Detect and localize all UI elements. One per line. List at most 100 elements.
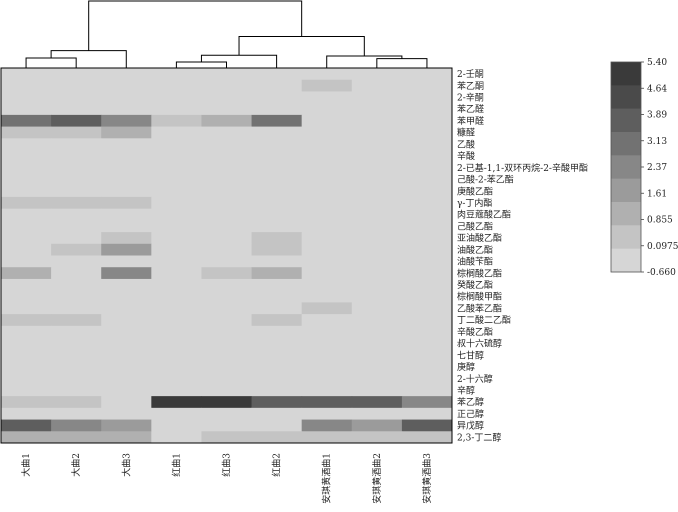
heatmap-cell [401, 126, 453, 139]
heatmap-cell [1, 302, 52, 315]
row-label: 七甘醇 [457, 349, 484, 361]
heatmap-cell [201, 349, 252, 362]
heatmap-cell [1, 419, 52, 432]
heatmap-cell [251, 396, 303, 409]
heatmap-cell [251, 138, 303, 151]
heatmap-cell [101, 372, 152, 385]
heatmap-cell [251, 208, 303, 221]
heatmap-cell [351, 185, 403, 198]
heatmap-cell [51, 103, 102, 116]
heatmap-cell [51, 431, 102, 444]
heatmap-cell [151, 103, 202, 116]
heatmap-cell [301, 185, 353, 198]
column-dendrogram [25, 0, 428, 68]
heatmap-cell [351, 208, 403, 221]
heatmap-cell [351, 114, 403, 127]
dendrogram-link [326, 55, 403, 68]
heatmap-cell [251, 384, 303, 397]
heatmap-cell [51, 349, 102, 362]
heatmap-cell [301, 255, 353, 268]
heatmap-cell [401, 396, 453, 409]
heatmap-cell [351, 407, 403, 420]
row-label: 叔十六硫醇 [457, 338, 502, 350]
heatmap-cell [101, 126, 152, 139]
column-label: 大曲3 [120, 453, 132, 477]
heatmap-cell [201, 208, 252, 221]
heatmap-cell [301, 278, 353, 292]
heatmap-cell [51, 360, 102, 374]
heatmap-cell [1, 208, 52, 221]
heatmap-cell [101, 290, 152, 303]
colorbar-swatch [611, 225, 641, 249]
heatmap-cell [351, 372, 403, 385]
heatmap-cell [401, 360, 453, 374]
heatmap-cell [251, 243, 303, 256]
heatmap-cell [401, 325, 453, 338]
heatmap-cell [351, 150, 403, 163]
heatmap-cell [151, 185, 202, 198]
heatmap-cell [51, 173, 102, 186]
heatmap-cell [1, 196, 52, 210]
heatmap-cell [151, 243, 202, 256]
colorbar-swatch [611, 108, 641, 133]
heatmap-cell [301, 396, 353, 409]
heatmap-cell [301, 173, 353, 186]
column-label: 红曲3 [221, 453, 233, 477]
heatmap-cell [401, 232, 453, 245]
heatmap-cell [401, 91, 453, 104]
heatmap-cell [1, 161, 52, 174]
row-label: 棕榈酸乙酯 [457, 267, 502, 279]
heatmap-cell [351, 126, 403, 139]
heatmap-cell [51, 407, 102, 420]
row-label: 辛醇 [457, 384, 475, 396]
heatmap-cell [101, 220, 152, 233]
colorbar-tick-label: 4.64 [647, 84, 667, 94]
heatmap-cell [1, 91, 52, 104]
heatmap-cell [51, 161, 102, 174]
heatmap-cell [301, 68, 353, 81]
heatmap-cell [51, 267, 102, 280]
heatmap-cell [401, 220, 453, 233]
heatmap-cell [351, 360, 403, 374]
heatmap-cell [101, 384, 152, 397]
heatmap-cell [1, 255, 52, 268]
row-label: 苯乙醛 [457, 103, 484, 115]
row-label: 肉豆蔻酸乙酯 [457, 209, 511, 221]
column-label: 红曲1 [170, 453, 182, 477]
heatmap-cell [151, 384, 202, 397]
heatmap-cell [351, 232, 403, 245]
heatmap-cell [401, 384, 453, 397]
heatmap-cell [301, 384, 353, 397]
colorbar-swatch [611, 178, 641, 203]
heatmap-cell [151, 267, 202, 280]
heatmap-cell [101, 232, 152, 245]
heatmap-cell [401, 114, 453, 127]
heatmap-cell [1, 325, 52, 338]
heatmap-cell [201, 396, 252, 409]
heatmap-cell [1, 372, 52, 385]
heatmap-cell [51, 419, 102, 432]
heatmap-cell [201, 161, 252, 174]
heatmap-cell [151, 431, 202, 444]
heatmap-cell [401, 243, 453, 256]
colorbar-tick-label: 0.855 [647, 216, 673, 226]
heatmap-cell [51, 150, 102, 163]
heatmap-cell [101, 431, 152, 444]
heatmap-cell [301, 126, 353, 139]
row-label: 乙酸 [457, 139, 475, 150]
colorbar-swatch [611, 248, 641, 273]
heatmap-cell [151, 114, 202, 127]
heatmap-cell [401, 278, 453, 292]
column-label: 安琪黄酒曲2 [371, 453, 383, 504]
heatmap-cell [201, 384, 252, 397]
heatmap-cell [101, 419, 152, 432]
heatmap-cell [401, 79, 453, 92]
heatmap-cell [201, 290, 252, 303]
heatmap-cell [401, 290, 453, 303]
heatmap-cell [301, 114, 353, 127]
heatmap-cell [151, 220, 202, 233]
heatmap-cell [301, 232, 353, 245]
heatmap-cell [251, 372, 303, 385]
heatmap-cell [151, 302, 202, 315]
